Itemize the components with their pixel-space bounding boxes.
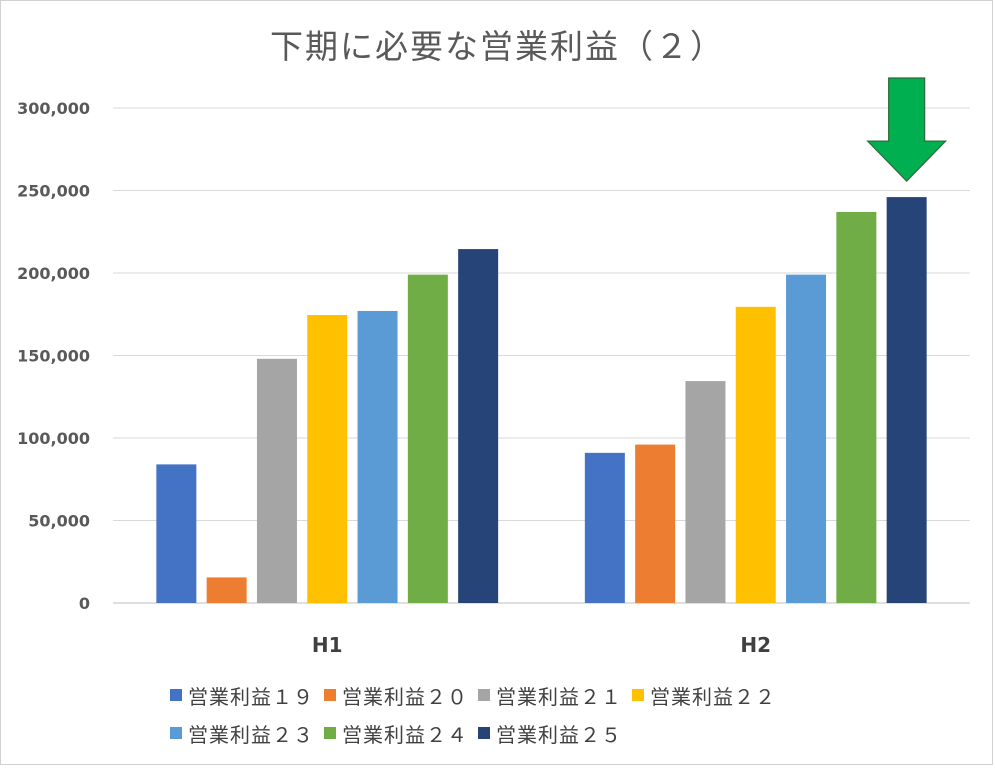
bar: [458, 249, 499, 603]
bar: [635, 444, 676, 603]
chart-legend: 営業利益１９ 営業利益２０ 営業利益２１ 営業利益２２ 営業利益２３ 営業利益２４ 営業利…: [0, 676, 995, 752]
x-category-label: H2: [740, 633, 771, 657]
bar: [886, 197, 927, 603]
legend-swatch: [324, 727, 336, 739]
legend-row-1: 営業利益１９ 営業利益２０ 営業利益２１ 営業利益２２: [0, 676, 995, 714]
bar: [735, 306, 776, 603]
legend-label: 営業利益２１: [496, 684, 622, 709]
y-tick-label: 0: [79, 594, 90, 613]
legend-row-2: 営業利益２３ 営業利益２４ 営業利益２５: [0, 714, 995, 752]
legend-label: 営業利益２４: [342, 722, 468, 747]
down-arrow-icon: [866, 77, 948, 182]
y-tick-label: 300,000: [17, 99, 90, 118]
legend-item: 営業利益２５: [478, 719, 622, 748]
legend-item: 営業利益２１: [478, 681, 622, 710]
bar: [685, 381, 726, 603]
legend-swatch: [170, 689, 182, 701]
bar: [307, 315, 348, 603]
y-tick-label: 50,000: [28, 512, 90, 531]
legend-swatch: [324, 689, 336, 701]
legend-label: 営業利益２５: [496, 722, 622, 747]
bar: [584, 452, 625, 603]
legend-item: 営業利益２３: [170, 719, 314, 748]
bar: [836, 211, 877, 603]
bar: [407, 274, 448, 603]
chart-title: 下期に必要な営業利益（２）: [270, 27, 725, 66]
y-tick-label: 100,000: [17, 429, 90, 448]
y-tick-label: 250,000: [17, 182, 90, 201]
bar: [206, 577, 247, 603]
legend-swatch: [170, 727, 182, 739]
legend-item: 営業利益２２: [632, 681, 776, 710]
legend-label: 営業利益２０: [342, 684, 468, 709]
legend-item: 営業利益２０: [324, 681, 468, 710]
legend-label: 営業利益１９: [188, 684, 314, 709]
x-category-label: H1: [312, 633, 343, 657]
bar: [156, 464, 197, 603]
legend-item: 営業利益２４: [324, 719, 468, 748]
bar: [786, 274, 827, 603]
legend-label: 営業利益２３: [188, 722, 314, 747]
legend-label: 営業利益２２: [650, 684, 776, 709]
y-tick-label: 200,000: [17, 264, 90, 283]
bar: [357, 310, 398, 603]
legend-swatch: [478, 727, 490, 739]
bar: [256, 358, 297, 603]
legend-swatch: [478, 689, 490, 701]
legend-item: 営業利益１９: [170, 681, 314, 710]
y-tick-label: 150,000: [17, 347, 90, 366]
legend-swatch: [632, 689, 644, 701]
